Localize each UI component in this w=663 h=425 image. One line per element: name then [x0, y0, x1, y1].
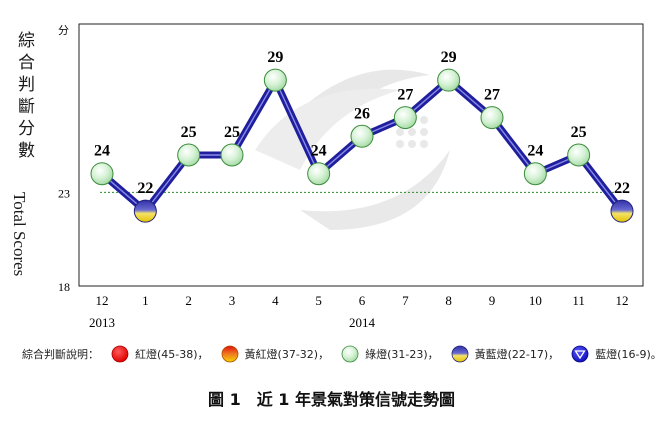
yellow-red-signal-icon [221, 345, 238, 363]
data-label: 26 [354, 105, 370, 122]
legend-item-yellow-red: 黃紅燈(37-32)， [209, 345, 330, 363]
signal-marker-green [393, 106, 417, 130]
x-tick-label: 3 [229, 293, 236, 308]
blue-signal-icon [571, 345, 589, 363]
signal-marker-yellow-blue [133, 199, 157, 223]
signal-marker-green [177, 143, 201, 167]
signal-marker-green [90, 162, 114, 186]
x-tick-label: 10 [529, 293, 542, 308]
y-tick-label: 18 [58, 280, 70, 294]
data-label: 25 [224, 124, 240, 141]
data-label: 22 [614, 180, 630, 197]
legend-label-yellow-red: 黃紅燈(37-32)， [244, 348, 330, 361]
legend: 綜合判斷說明： 紅燈(45-38)， 黃紅燈(37-32)， 綠燈(31-23)… [22, 343, 662, 365]
data-label: 22 [137, 180, 153, 197]
chart-title: 圖 1 近 1 年景氣對策信號走勢圖 [208, 390, 455, 409]
legend-item-green: 綠燈(31-23)， [329, 345, 439, 363]
signal-marker-yellow-blue [610, 199, 634, 223]
signal-marker-green [437, 68, 461, 92]
data-label: 29 [267, 49, 283, 66]
x-tick-label: 12 [96, 293, 109, 308]
y-axis-label-en: Total Scores [10, 192, 29, 277]
legend-label-green: 綠燈(31-23)， [365, 348, 439, 361]
data-label: 24 [311, 143, 327, 160]
legend-item-red: 紅燈(45-38)， [99, 345, 209, 363]
legend-label-yellow-blue: 黃藍燈(22-17)， [474, 348, 560, 361]
x-tick-label: 6 [359, 293, 366, 308]
y-axis-label-zh: 綜合判斷分數 [18, 31, 35, 161]
x-tick-label: 5 [315, 293, 322, 308]
signal-marker-green [307, 162, 331, 186]
data-label: 27 [397, 87, 413, 104]
signal-marker-green [523, 162, 547, 186]
legend-item-yellow-blue: 黃藍燈(22-17)， [439, 345, 560, 363]
y-tick-label: 23 [58, 186, 70, 200]
x-tick-label: 11 [572, 293, 585, 308]
signal-marker-green [220, 143, 244, 167]
x-tick-label: 7 [402, 293, 409, 308]
x-tick-label: 2 [185, 293, 192, 308]
yellow-blue-signal-icon [451, 345, 469, 363]
data-label: 29 [441, 49, 457, 66]
data-label: 24 [94, 143, 110, 160]
x-tick-label: 9 [489, 293, 496, 308]
signal-marker-green [480, 106, 504, 130]
data-label: 25 [181, 124, 197, 141]
year-label: 2013 [89, 315, 115, 330]
data-label: 25 [571, 124, 587, 141]
x-tick-label: 4 [272, 293, 279, 308]
data-label: 27 [484, 87, 500, 104]
signal-marker-green [567, 143, 591, 167]
legend-label-blue: 藍燈(16-9)。 [595, 348, 662, 361]
green-signal-icon [341, 345, 359, 363]
legend-title: 綜合判斷說明： [22, 348, 99, 361]
x-tick-label: 1 [142, 293, 149, 308]
signal-marker-green [350, 124, 374, 148]
data-label: 24 [527, 143, 543, 160]
x-tick-label: 12 [616, 293, 629, 308]
y-unit-label: 分 [58, 24, 69, 37]
legend-label-red: 紅燈(45-38)， [135, 348, 209, 361]
legend-item-blue: 藍燈(16-9)。 [559, 345, 662, 363]
plot-frame [78, 23, 644, 287]
x-tick-label: 8 [445, 293, 452, 308]
red-signal-icon [111, 345, 129, 363]
signal-marker-green [263, 68, 287, 92]
watermark-logo [255, 69, 450, 230]
year-label: 2014 [349, 315, 376, 330]
